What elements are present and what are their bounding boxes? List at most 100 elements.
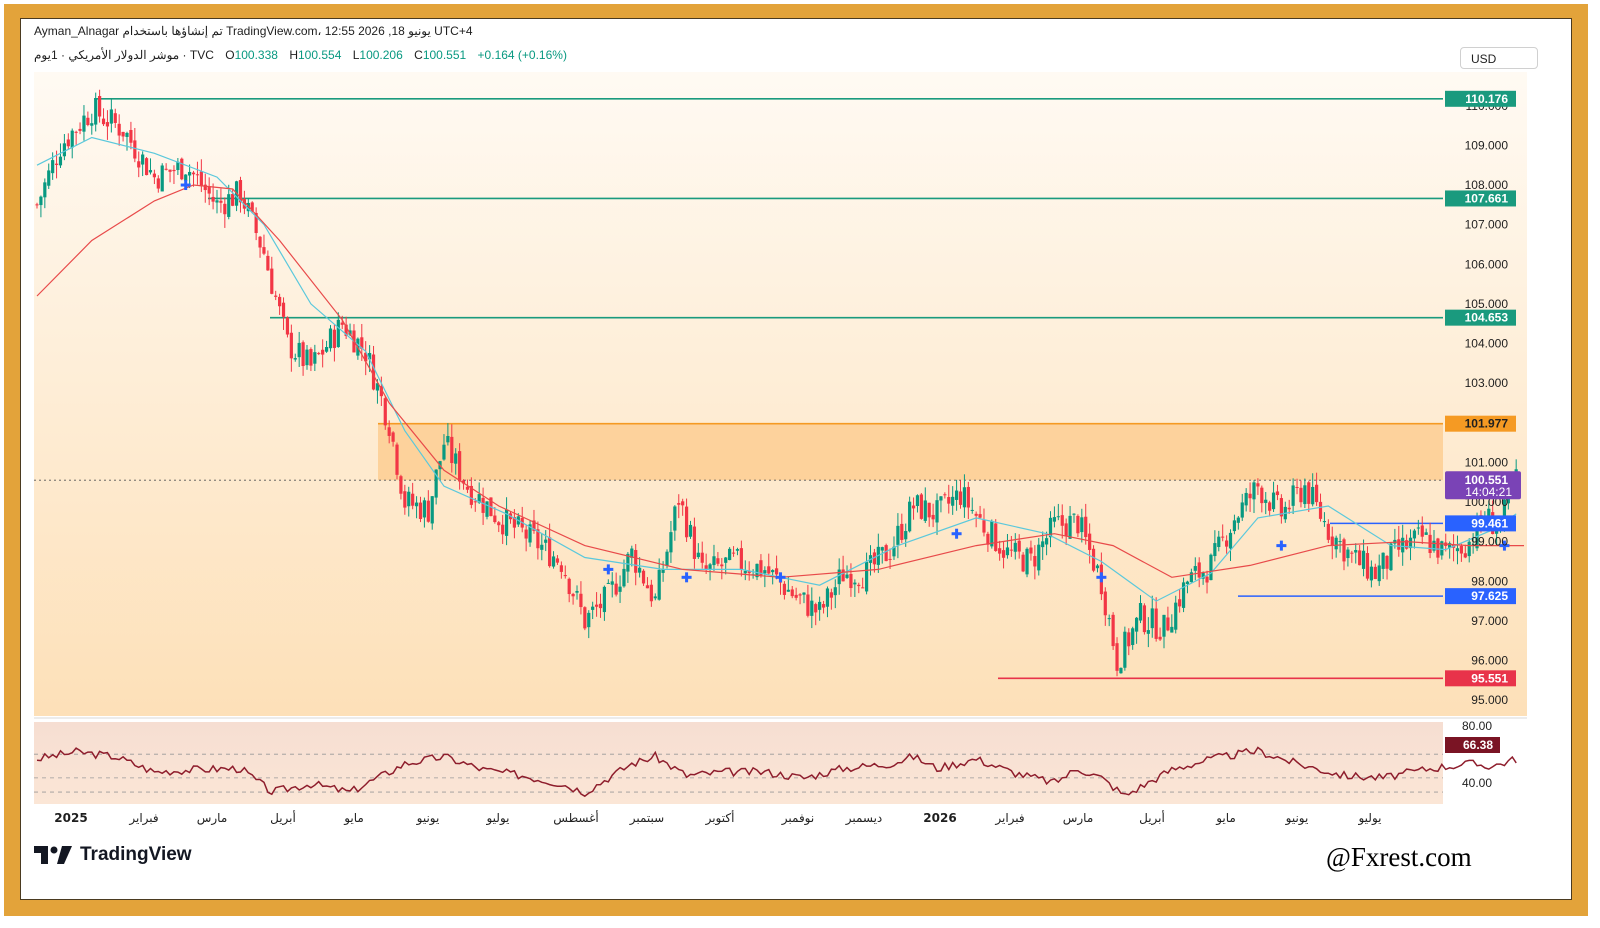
candle-body	[927, 502, 931, 518]
candle-body	[524, 529, 528, 539]
candle-body	[152, 173, 156, 178]
candle-body	[109, 109, 113, 124]
candle-body	[1405, 540, 1409, 549]
candle-body	[54, 163, 59, 165]
candle-body	[1107, 618, 1111, 620]
time-axis-label: مارس	[197, 811, 228, 826]
candle-body	[305, 349, 309, 366]
candle-body	[1268, 502, 1272, 511]
candle-body	[278, 296, 282, 307]
symbol-info-line: موشر الدولار الأمريكي · 1يوم · TVC O100.…	[34, 48, 567, 62]
candle-body	[418, 502, 423, 519]
price-tick-label: 106.000	[1465, 257, 1509, 271]
candle-body	[857, 584, 861, 587]
candle-body	[528, 524, 532, 543]
time-axis-label: سبتمبر	[629, 811, 664, 826]
candle-body	[141, 154, 145, 165]
candle-body	[978, 514, 982, 518]
candle-body	[47, 170, 51, 186]
price-tick-label: 96.000	[1471, 654, 1508, 668]
candle-body	[1463, 553, 1467, 558]
candle-body	[1256, 483, 1260, 487]
time-axis-label: 2025	[54, 811, 87, 825]
candle-body	[403, 491, 407, 508]
candle-body	[806, 594, 810, 616]
candle-body	[1307, 482, 1311, 504]
candle-body	[665, 551, 669, 566]
candle-body	[58, 156, 63, 166]
candle-body	[164, 168, 168, 170]
candle-body	[763, 570, 767, 574]
candle-body	[970, 509, 974, 511]
candle-body	[461, 480, 466, 484]
candle-body	[156, 178, 160, 189]
candle-body	[1342, 539, 1346, 562]
candle-body	[297, 342, 301, 358]
candle-body	[1189, 572, 1193, 583]
candle-body	[1185, 581, 1190, 585]
candle-body	[724, 557, 728, 563]
candle-body	[266, 255, 270, 271]
crossover-marker-icon	[681, 572, 692, 583]
candle-body	[798, 594, 802, 596]
candle-body	[845, 574, 849, 578]
main-pane-background	[34, 72, 1527, 716]
candle-body	[947, 497, 951, 504]
candle-body	[931, 514, 935, 520]
time-axis-label: نوفمبر	[781, 811, 814, 826]
low-value: 100.206	[359, 48, 403, 62]
candle-body	[1041, 541, 1045, 548]
candle-body	[43, 182, 47, 198]
candle-body	[86, 117, 90, 126]
candle-body	[551, 556, 556, 567]
candle-body	[1103, 591, 1107, 616]
candle-body	[774, 568, 779, 575]
candle-body	[1322, 521, 1327, 523]
level-label-box	[1445, 190, 1516, 207]
candle-body	[113, 113, 117, 123]
candle-body	[1017, 540, 1021, 552]
candle-body	[1064, 523, 1068, 537]
candle-body	[39, 196, 43, 206]
candle-body	[634, 550, 638, 573]
candle-body	[1076, 515, 1080, 534]
currency-button[interactable]: USD	[1460, 47, 1538, 69]
candle-body	[532, 520, 536, 531]
level-label-box	[1445, 309, 1516, 326]
candle-body	[818, 601, 822, 610]
candle-body	[1213, 543, 1217, 557]
candle-body	[1448, 543, 1452, 548]
candle-body	[344, 324, 348, 336]
price-tick-label: 101.000	[1465, 455, 1509, 469]
candle-body	[1381, 552, 1385, 569]
current-price-label: 100.551	[1465, 473, 1509, 487]
candle-body	[422, 500, 427, 518]
candle-body	[837, 569, 841, 585]
time-axis-label: يونيو	[1285, 811, 1309, 826]
candle-body	[990, 521, 994, 547]
level-label-110.176: 110.176	[1465, 92, 1508, 106]
candle-body	[1436, 538, 1440, 558]
candle-body	[790, 589, 794, 597]
candle-body	[364, 352, 368, 362]
tradingview-logo[interactable]: TradingView	[34, 844, 192, 866]
candle-body	[735, 549, 740, 551]
candle-body	[794, 594, 798, 598]
candle-body	[1127, 632, 1131, 647]
candle-body	[1131, 628, 1135, 646]
tradingview-mark-icon	[34, 846, 72, 864]
candle-body	[1037, 544, 1041, 571]
level-label-box	[1445, 90, 1516, 107]
candle-body	[368, 352, 372, 360]
candle-body	[544, 539, 548, 543]
symbol-name[interactable]: موشر الدولار الأمريكي · 1يوم · TVC	[34, 48, 214, 62]
candle-body	[274, 295, 278, 297]
candle-body	[101, 118, 106, 125]
candle-body	[1240, 502, 1244, 518]
candle-body	[148, 170, 153, 173]
candle-body	[986, 533, 990, 545]
rsi-tick-label: 40.00	[1462, 776, 1492, 790]
candle-body	[1013, 542, 1017, 552]
candle-body	[191, 172, 196, 175]
